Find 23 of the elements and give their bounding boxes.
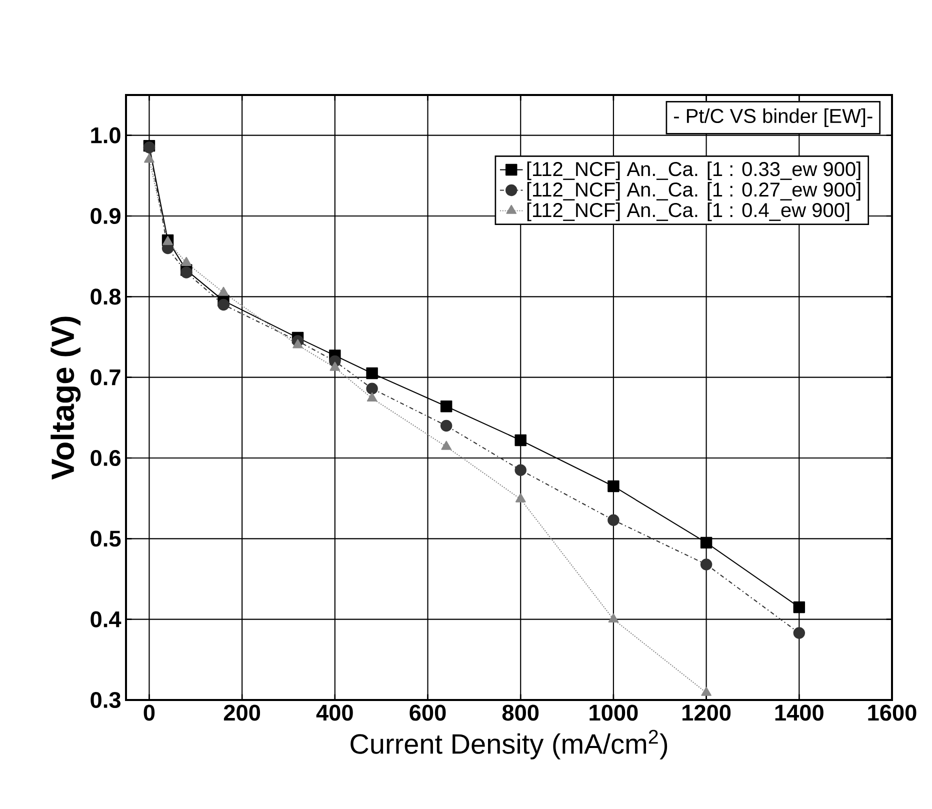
y-tick-label: 0.4 (90, 611, 122, 628)
y-tick-label: 0.8 (90, 288, 121, 305)
x-tick-label: 400 (316, 704, 353, 721)
x-tick-label: 1600 (868, 704, 916, 721)
x-tick-label: 1200 (682, 704, 731, 721)
legend-label: [112_NCF] An._Ca. [1 : 0.33_ew 900] (527, 161, 860, 180)
x-tick-label: 0 (144, 704, 155, 721)
y-tick-label: 1.0 (91, 127, 120, 144)
x-tick-label: 1400 (775, 704, 824, 721)
y-axis-title: Voltage (V) (50, 316, 81, 480)
text: - Pt/C VS binder [EW]- (674, 108, 872, 128)
x-tick-label: 1000 (590, 704, 638, 721)
x-tick-label: 200 (224, 704, 260, 721)
y-tick-label: 0.7 (90, 369, 120, 386)
y-tick-label: 0.5 (90, 530, 121, 547)
y-tick-label: 0.3 (90, 692, 120, 708)
y-tick-label: 0.9 (90, 208, 120, 224)
x-axis-title: Current Density (mA/cm$^{2}$) (350, 730, 668, 760)
legend-label: [112_NCF] An._Ca. [1 : 0.27_ew 900] (527, 182, 860, 201)
legend-label: [112_NCF] An._Ca. [1 : 0.4_ew 900] (527, 202, 850, 222)
x-tick-label: 800 (502, 704, 539, 721)
x-tick-label: 600 (410, 704, 446, 721)
y-tick-label: 0.6 (90, 450, 120, 466)
